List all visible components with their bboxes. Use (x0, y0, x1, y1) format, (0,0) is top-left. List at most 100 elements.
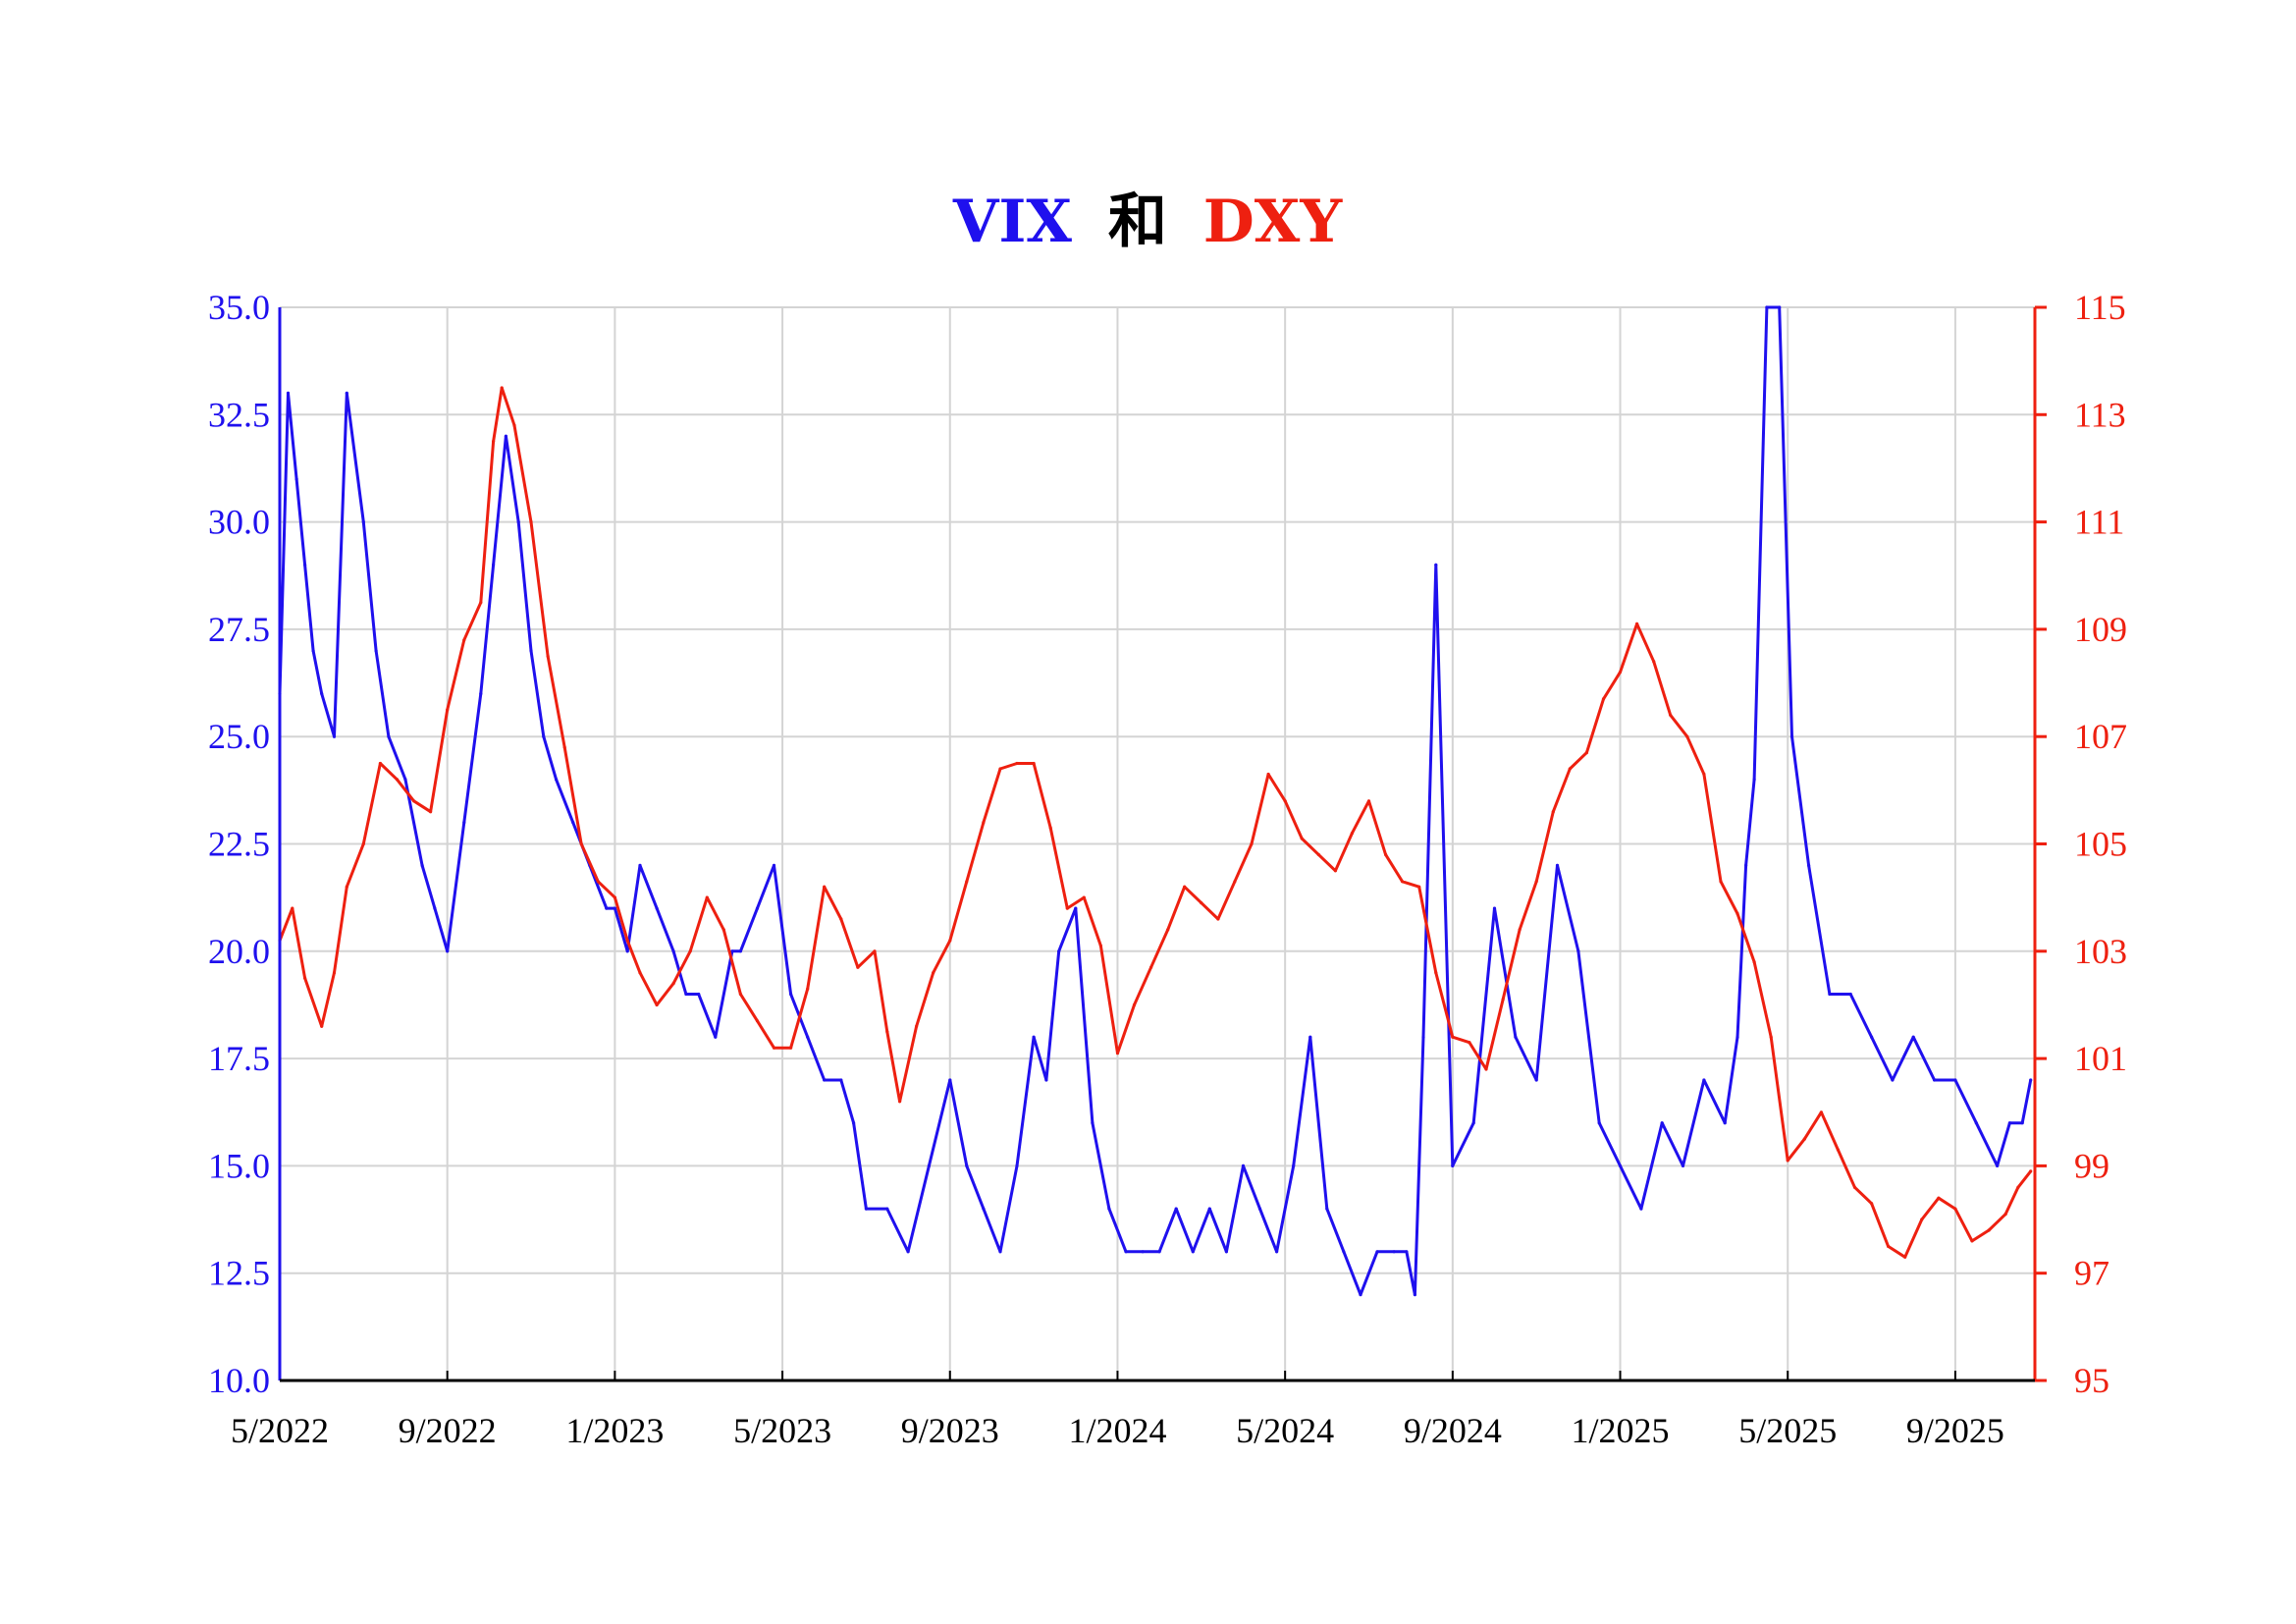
vix-point (1141, 1250, 1145, 1254)
gridlines (280, 306, 2035, 1381)
vix-point (1911, 1035, 1915, 1039)
dxy-point (429, 810, 433, 814)
vix-point (1660, 1121, 1664, 1125)
dxy-point (1802, 1137, 1806, 1141)
vix-point (387, 734, 391, 738)
x-tick-label: 9/2023 (901, 1411, 999, 1450)
dxy-point (1669, 713, 1673, 717)
vix-point (303, 563, 307, 567)
right-y-tick-label: 101 (2074, 1039, 2127, 1078)
vix-point (1292, 1164, 1296, 1167)
vix-point (965, 1164, 969, 1167)
vix-point (311, 649, 315, 653)
dxy-point (1887, 1244, 1891, 1248)
vix-point (671, 949, 675, 953)
dxy-point (1015, 761, 1019, 766)
chart-title-and: 和 (1108, 188, 1167, 256)
dxy-point (2016, 1185, 2020, 1189)
vix-point (1405, 1250, 1409, 1254)
vix-point (571, 821, 575, 825)
right-y-tick-label: 115 (2074, 288, 2126, 327)
vix-point (605, 906, 609, 910)
series-line-dxy (278, 386, 2032, 1259)
dxy-point (898, 1100, 902, 1104)
dxy-point (1702, 772, 1706, 777)
vix-point (1492, 906, 1497, 910)
vix-point (2007, 1121, 2011, 1125)
dxy-point (291, 906, 294, 910)
dxy-point (965, 880, 969, 884)
dxy-point (1082, 895, 1086, 899)
vix-point (1359, 1293, 1362, 1297)
vix-point (529, 649, 533, 653)
dxy-point (361, 841, 365, 846)
left-y-tick-label: 22.5 (208, 825, 270, 864)
vix-point (1514, 1035, 1518, 1039)
vix-point (332, 734, 337, 738)
vix-point (1207, 1207, 1211, 1211)
vix-point (1257, 1207, 1262, 1211)
vix-point (1308, 1035, 1312, 1039)
vix-point (1157, 1250, 1161, 1254)
dxy-point (856, 965, 860, 969)
vix-point (655, 906, 659, 910)
dxy-point (1920, 1218, 1924, 1221)
x-tick-label: 5/2022 (231, 1411, 329, 1450)
vix-point (361, 520, 365, 524)
dxy-point (1333, 869, 1337, 873)
vix-point (504, 434, 508, 438)
dxy-point (915, 1024, 919, 1028)
left-y-tick-labels: 10.0 12.5 15.0 17.5 20.0 22.5 25.0 27.5 30.0 32.5… (208, 288, 270, 1400)
dxy-point (332, 971, 337, 975)
vix-point (1107, 1207, 1111, 1211)
dxy-point (1417, 885, 1421, 889)
vix-point (1032, 1035, 1036, 1039)
x-tick-label: 1/2025 (1572, 1411, 1670, 1450)
chart-title: VIX 和 DXY (952, 188, 1344, 256)
x-tick-label: 5/2023 (733, 1411, 831, 1450)
vix-point (1534, 1078, 1538, 1082)
dxy-point (1350, 832, 1354, 836)
vix-point (320, 691, 324, 696)
vix-point (1702, 1078, 1706, 1082)
dxy-point (1132, 1002, 1137, 1007)
right-y-tick-label: 95 (2074, 1361, 2109, 1400)
vix-point (852, 1121, 856, 1125)
dxy-point (1484, 1067, 1488, 1071)
vix-point (1807, 863, 1811, 868)
vix-point (1681, 1164, 1685, 1167)
vix-point (1974, 1121, 1978, 1125)
vix-point (714, 1035, 718, 1039)
vix-point (374, 649, 378, 653)
vix-point (479, 691, 483, 696)
dxy-point (885, 1030, 889, 1034)
right-y-tick-label: 97 (2074, 1254, 2109, 1293)
dxy-point (1652, 660, 1656, 664)
right-y-tick-label: 107 (2074, 717, 2127, 756)
vix-point (1174, 1207, 1178, 1211)
dxy-point (1601, 697, 1606, 701)
dxy-point (932, 971, 935, 975)
dxy-point (738, 992, 743, 997)
dxy-point (982, 821, 986, 825)
dxy-point (1769, 1035, 1773, 1039)
right-y-tick-label: 105 (2074, 825, 2127, 864)
dxy-point (1819, 1110, 1823, 1114)
vix-point (927, 1164, 932, 1167)
vix-point (1191, 1250, 1195, 1254)
dxy-point (1970, 1239, 1974, 1243)
vix-point (638, 863, 642, 868)
dxy-point (948, 939, 952, 943)
vix-point (625, 949, 629, 953)
dxy-point (1618, 671, 1623, 675)
vix-point (806, 1035, 810, 1039)
dxy-point (823, 885, 827, 889)
dxy-point (1115, 1052, 1120, 1056)
dxy-point (755, 1019, 760, 1023)
vix-point (982, 1207, 986, 1211)
dxy-point (1987, 1228, 1991, 1232)
dxy-point (412, 799, 416, 803)
dxy-point (562, 745, 566, 749)
dxy-point (1584, 751, 1588, 755)
vix-point (345, 391, 348, 395)
